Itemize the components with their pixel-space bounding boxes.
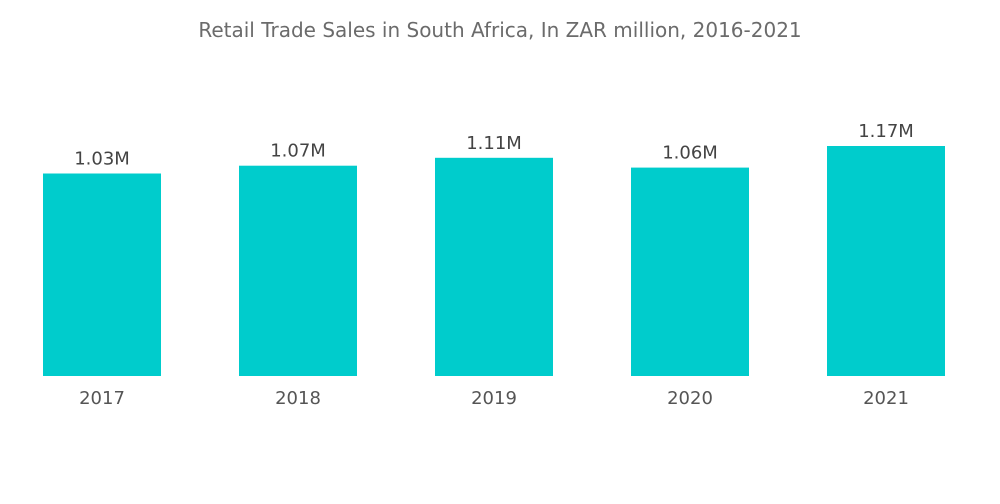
bar-2021: [827, 146, 945, 376]
x-tick-label-2019: 2019: [471, 388, 517, 409]
chart-title: Retail Trade Sales in South Africa, In Z…: [198, 18, 802, 42]
bar-2018: [239, 165, 357, 376]
x-axis-ticks: 2017 2018 2019 2020 2021: [79, 388, 909, 409]
bar-2020: [631, 167, 749, 376]
data-labels-group: 1.03M 1.07M 1.11M 1.06M 1.17M: [74, 121, 914, 170]
x-tick-label-2018: 2018: [275, 388, 321, 409]
x-tick-label-2017: 2017: [79, 388, 125, 409]
bars-group: [43, 146, 945, 376]
x-tick-label-2020: 2020: [667, 388, 713, 409]
data-label-2017: 1.03M: [74, 149, 130, 170]
bar-2019: [435, 157, 553, 376]
data-label-2019: 1.11M: [466, 133, 522, 154]
data-label-2021: 1.17M: [858, 121, 914, 142]
bar-2017: [43, 173, 161, 376]
x-tick-label-2021: 2021: [863, 388, 909, 409]
data-label-2018: 1.07M: [270, 141, 326, 162]
data-label-2020: 1.06M: [662, 143, 718, 164]
